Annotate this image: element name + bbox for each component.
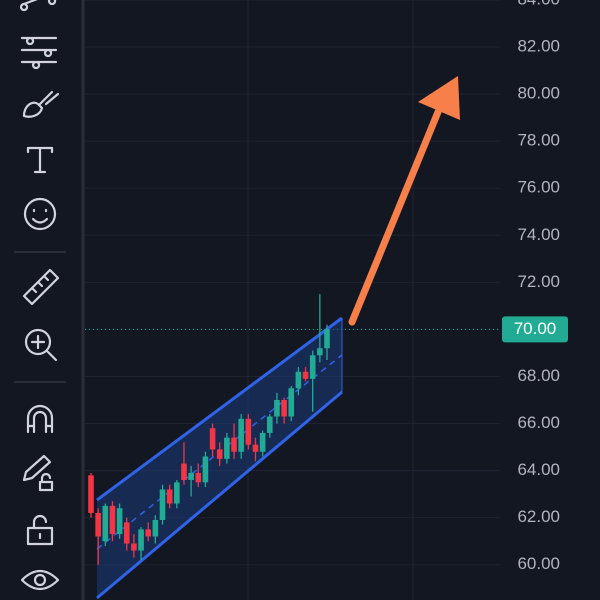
y-tick-label: 62.00 [517, 507, 560, 526]
candle-body [152, 520, 159, 537]
y-tick-label: 74.00 [517, 225, 560, 244]
y-tick-label: 72.00 [517, 272, 560, 291]
arrow-shaft [348, 108, 442, 326]
icon-eye[interactable] [20, 569, 60, 591]
channel-bottom [96, 390, 343, 600]
y-tick-label: 60.00 [517, 554, 560, 573]
candle-body [181, 463, 187, 480]
y-tick-label: 66.00 [517, 413, 560, 432]
y-tick-label: 78.00 [517, 131, 560, 150]
candle-body [166, 489, 173, 504]
y-tick-label: 76.00 [517, 178, 560, 197]
candle-body [145, 529, 152, 537]
price-axis: 60.00 62.00 64.00 66.00 68.00 70.00 72.00 74.00… [502, 0, 568, 573]
candle-body [109, 505, 116, 535]
candle-body [216, 449, 223, 459]
candle-body [102, 505, 109, 542]
candle-body [123, 522, 130, 544]
candle-body [295, 371, 302, 389]
toolbar-icons [14, 0, 66, 591]
candle-body [202, 456, 209, 483]
candle-body [116, 508, 123, 535]
candle-body [259, 432, 266, 452]
icon-zoom-plus [30, 334, 58, 362]
candle-body [245, 418, 252, 445]
y-tick-label: 82.00 [517, 37, 560, 56]
candle-body [159, 489, 166, 520]
candle-body [238, 418, 244, 452]
candle-body [317, 348, 323, 356]
candle-body [195, 472, 202, 483]
icon-lock-draw[interactable] [22, 454, 54, 492]
candle-body [174, 482, 180, 504]
icon-lock[interactable] [26, 514, 54, 546]
icon-zoom[interactable] [24, 328, 52, 356]
icon-fib[interactable] [20, 36, 58, 70]
candle-body [288, 388, 295, 417]
candle-body [131, 543, 137, 551]
candle-body [188, 472, 194, 480]
icon-emoji-face [31, 208, 49, 224]
candles [88, 294, 330, 565]
y-tick-label: 80.00 [517, 84, 560, 103]
candle-body [274, 400, 280, 417]
grid [85, 0, 500, 600]
y-tick-label: 64.00 [517, 460, 560, 479]
candle-body [281, 400, 287, 417]
channel-top [96, 316, 343, 502]
last-price-label: 70.00 [514, 319, 557, 338]
icon-emoji[interactable] [23, 197, 57, 231]
candle-body [95, 512, 101, 537]
arrow [348, 76, 460, 326]
icon-pattern[interactable] [19, 0, 57, 12]
candle-body [324, 329, 330, 349]
icon-ruler[interactable] [22, 268, 60, 306]
y-tick-label: 84.00 [517, 0, 560, 8]
candle-body [309, 355, 316, 379]
candle-body [138, 529, 144, 551]
last-price-box [502, 316, 568, 343]
candle-body [266, 416, 273, 433]
icon-brush[interactable] [22, 90, 60, 118]
candle-body [231, 437, 237, 452]
candle-body [224, 437, 230, 459]
candle-body [88, 475, 94, 513]
y-tick-label: 68.00 [517, 366, 560, 385]
candle-body [252, 444, 259, 452]
toolbar [0, 0, 80, 600]
icon-text[interactable] [26, 146, 54, 174]
candle-body [209, 428, 216, 450]
candle-body [302, 371, 309, 379]
icon-magnet[interactable] [26, 404, 54, 434]
arrow-head [418, 76, 460, 120]
